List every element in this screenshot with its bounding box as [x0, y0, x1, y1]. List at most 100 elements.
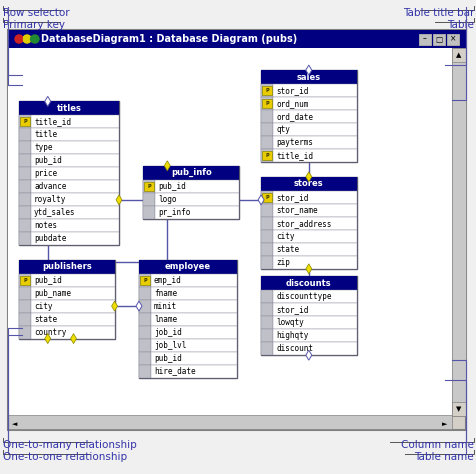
Text: discounttype: discounttype: [276, 292, 331, 301]
Circle shape: [23, 35, 31, 43]
Text: qty: qty: [276, 125, 289, 134]
Text: title_id: title_id: [34, 118, 71, 127]
Bar: [260, 256, 272, 269]
Text: Column name: Column name: [400, 440, 473, 450]
Bar: [272, 316, 356, 329]
Bar: [451, 402, 465, 416]
Bar: [261, 193, 271, 202]
Text: stor_id: stor_id: [276, 193, 308, 202]
Bar: [151, 326, 236, 338]
Text: P: P: [23, 119, 27, 124]
Bar: [143, 166, 238, 219]
Text: lowqty: lowqty: [276, 318, 303, 327]
Bar: [260, 191, 272, 204]
Text: minit: minit: [154, 301, 177, 310]
Bar: [19, 155, 31, 167]
Text: pub_id: pub_id: [34, 156, 62, 165]
Text: sales: sales: [296, 73, 320, 82]
Text: job_id: job_id: [154, 328, 181, 337]
Bar: [151, 338, 236, 352]
Text: job_lvl: job_lvl: [154, 341, 186, 350]
Polygon shape: [45, 96, 50, 106]
Bar: [272, 230, 356, 243]
Bar: [151, 300, 236, 312]
Bar: [31, 193, 119, 206]
Bar: [19, 300, 31, 312]
Bar: [155, 193, 238, 206]
Text: Table title bar: Table title bar: [402, 8, 473, 18]
Text: Primary key: Primary key: [3, 20, 65, 30]
Text: □: □: [435, 35, 442, 44]
Circle shape: [23, 36, 30, 43]
Bar: [144, 182, 154, 191]
Text: ×: ×: [449, 35, 455, 44]
Bar: [19, 260, 114, 273]
Bar: [8, 30, 465, 48]
Bar: [19, 101, 119, 115]
Circle shape: [15, 36, 22, 43]
Text: P: P: [23, 278, 27, 283]
Polygon shape: [305, 65, 311, 75]
Bar: [272, 243, 356, 256]
Bar: [19, 287, 31, 300]
Bar: [432, 34, 444, 45]
Text: fname: fname: [154, 289, 177, 298]
Bar: [139, 365, 151, 378]
Bar: [31, 232, 119, 246]
Bar: [261, 99, 271, 108]
Polygon shape: [164, 161, 170, 171]
Bar: [272, 204, 356, 217]
Polygon shape: [70, 334, 76, 344]
Bar: [31, 206, 119, 219]
Text: type: type: [34, 143, 52, 152]
Text: state: state: [276, 245, 298, 254]
Text: ▲: ▲: [456, 52, 461, 58]
Bar: [260, 217, 272, 230]
Text: advance: advance: [34, 182, 66, 191]
Bar: [272, 342, 356, 355]
Text: P: P: [265, 195, 268, 200]
Bar: [260, 316, 272, 329]
Bar: [151, 312, 236, 326]
Text: P: P: [143, 278, 147, 283]
Bar: [19, 101, 119, 246]
Circle shape: [15, 35, 23, 43]
Text: stor_name: stor_name: [276, 206, 317, 215]
Bar: [260, 97, 272, 110]
Bar: [19, 232, 31, 246]
Circle shape: [30, 36, 38, 43]
Text: ytd_sales: ytd_sales: [34, 209, 76, 218]
Text: discount: discount: [276, 344, 312, 353]
Text: title: title: [34, 130, 57, 139]
Bar: [139, 326, 151, 338]
Bar: [139, 273, 151, 287]
Text: –: –: [422, 35, 426, 44]
Bar: [31, 219, 119, 232]
Text: titles: titles: [57, 104, 81, 113]
Text: stor_id: stor_id: [276, 86, 308, 95]
Bar: [139, 260, 236, 273]
Polygon shape: [111, 301, 117, 311]
Text: P: P: [265, 88, 268, 93]
Text: lname: lname: [154, 315, 177, 324]
Bar: [272, 84, 356, 97]
Bar: [19, 206, 31, 219]
Text: price: price: [34, 169, 57, 178]
Bar: [151, 273, 236, 287]
Bar: [451, 48, 465, 416]
Bar: [139, 260, 236, 378]
Text: ►: ►: [441, 421, 447, 427]
Bar: [31, 167, 119, 181]
Bar: [260, 110, 272, 123]
Text: Row selector: Row selector: [3, 8, 69, 18]
Text: country: country: [34, 328, 66, 337]
Bar: [139, 300, 151, 312]
Bar: [261, 151, 271, 160]
Bar: [31, 181, 119, 193]
Text: ord_num: ord_num: [276, 99, 308, 108]
Text: P: P: [265, 153, 268, 158]
Bar: [139, 338, 151, 352]
Bar: [139, 312, 151, 326]
Text: city: city: [34, 301, 52, 310]
Bar: [272, 303, 356, 316]
